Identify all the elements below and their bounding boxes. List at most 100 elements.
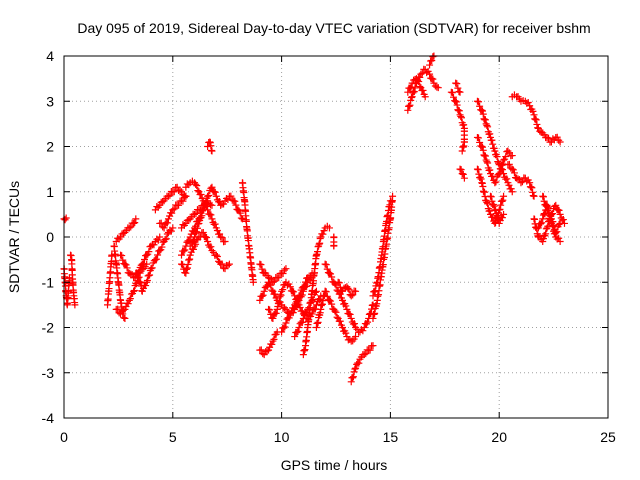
data-point [154, 251, 162, 259]
data-point [196, 214, 204, 222]
data-point [477, 175, 485, 183]
data-point [269, 314, 277, 322]
data-point [486, 166, 494, 174]
data-point [408, 93, 416, 101]
data-point [267, 281, 275, 289]
data-point [221, 238, 229, 246]
data-point [205, 192, 213, 200]
data-point [118, 252, 126, 260]
data-point [327, 270, 335, 278]
data-point [231, 197, 239, 205]
data-point [364, 318, 372, 326]
data-point [459, 170, 467, 178]
data-point [352, 364, 360, 372]
data-point [366, 346, 374, 354]
data-point [555, 221, 563, 229]
data-point [225, 260, 233, 268]
data-point [428, 57, 436, 65]
data-point [124, 300, 132, 308]
data-point [117, 233, 125, 241]
data-point [556, 210, 564, 218]
data-point [207, 243, 215, 251]
data-point [204, 238, 212, 246]
data-point [290, 288, 298, 296]
data-point [143, 277, 151, 285]
data-point [271, 290, 279, 298]
data-point [302, 278, 310, 286]
data-point [528, 184, 536, 192]
data-point [147, 265, 155, 273]
data-point [483, 198, 491, 206]
data-point [426, 61, 434, 69]
data-point [295, 292, 303, 300]
data-point [156, 233, 164, 241]
data-point [191, 224, 199, 232]
data-point [335, 279, 343, 287]
data-point [480, 151, 488, 159]
data-point [368, 305, 376, 313]
data-point [170, 188, 178, 196]
data-point [166, 191, 174, 199]
data-point [327, 297, 335, 305]
data-point [122, 261, 130, 269]
data-point [476, 138, 484, 146]
data-point [154, 236, 162, 244]
data-point [478, 106, 486, 114]
data-point [409, 89, 417, 97]
x-tick-label: 0 [60, 429, 68, 445]
data-point [193, 228, 201, 236]
data-point [291, 333, 299, 341]
data-point [181, 246, 189, 254]
data-point [479, 110, 487, 118]
data-point [142, 282, 150, 290]
data-point [259, 291, 267, 299]
x-tick-label: 5 [169, 429, 177, 445]
data-point [450, 93, 458, 101]
data-point [510, 169, 518, 177]
data-point [331, 307, 339, 315]
data-point [360, 351, 368, 359]
data-point [322, 261, 330, 269]
data-point [180, 247, 188, 255]
x-tick-labels: 0 5 10 15 20 25 [60, 429, 616, 445]
data-point [491, 147, 499, 155]
data-point [328, 300, 336, 308]
data-point [180, 194, 188, 202]
data-point [359, 327, 367, 335]
data-point [332, 308, 340, 316]
data-point [549, 222, 557, 230]
data-point [342, 329, 350, 337]
data-point [529, 188, 537, 196]
data-point [120, 314, 128, 322]
data-point [481, 152, 489, 160]
data-point [130, 287, 138, 295]
data-point [163, 219, 171, 227]
data-point [336, 317, 344, 325]
data-point [350, 320, 358, 328]
data-point [499, 196, 507, 204]
data-point [292, 299, 300, 307]
data-point [500, 210, 508, 218]
data-point [530, 111, 538, 119]
data-point [349, 373, 357, 381]
data-point [192, 209, 200, 217]
data-point [189, 245, 197, 253]
data-point [497, 201, 505, 209]
data-point [488, 136, 496, 144]
data-point [345, 286, 353, 294]
data-point [217, 233, 225, 241]
data-point [482, 120, 490, 128]
data-point [325, 224, 333, 232]
data-point [281, 323, 289, 331]
y-tick-label: 2 [46, 139, 54, 155]
data-point [505, 160, 513, 168]
data-point [298, 318, 306, 326]
data-point [175, 201, 183, 209]
data-point [475, 134, 483, 142]
data-point [195, 215, 203, 223]
data-point [119, 256, 127, 264]
data-point [452, 97, 460, 105]
data-point [266, 280, 274, 288]
y-axis-label: SDTVAR / TECUs [6, 181, 22, 293]
data-point [344, 284, 352, 292]
